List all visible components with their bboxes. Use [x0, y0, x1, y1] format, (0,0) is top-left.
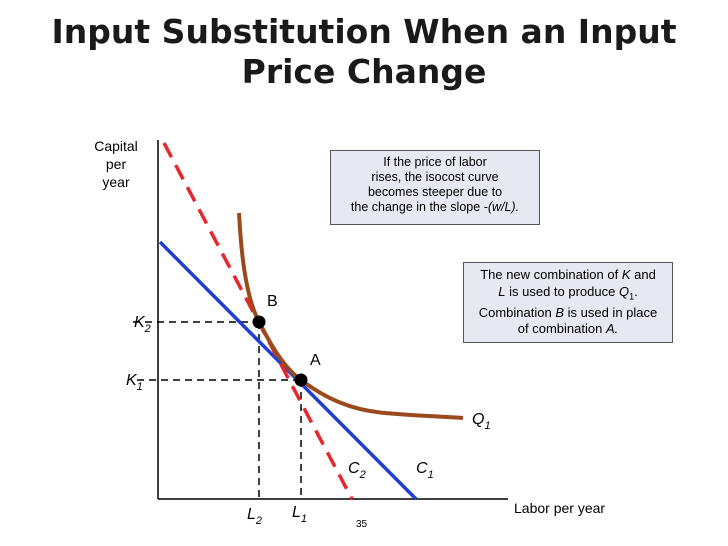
- c1-label: C1: [416, 460, 434, 481]
- k2-label: K2: [134, 314, 151, 335]
- right-box-line-3a: Combination: [478, 304, 556, 320]
- point-b-label: B: [267, 293, 278, 310]
- l2-label-main: L: [247, 506, 256, 523]
- c1-label-main: C: [416, 460, 428, 477]
- right-box-line-3: Combination B is used in place: [464, 305, 672, 322]
- right-box-line-2b: is used to produce: [505, 283, 619, 299]
- right-box-line-2-end: .: [634, 283, 638, 299]
- l1-label: L1: [292, 504, 307, 525]
- x-axis-label: Labor per year: [514, 500, 606, 516]
- top-box-line-4-text: the change in the slope: [350, 200, 484, 214]
- y-axis-label-line-3: year: [102, 174, 130, 190]
- right-box-a: A.: [605, 321, 619, 337]
- c2-label-sub: 2: [359, 469, 366, 481]
- right-box-line-4a: of combination: [517, 321, 606, 337]
- l1-label-main: L: [292, 504, 301, 521]
- k1-label-sub: 1: [137, 381, 143, 393]
- l2-label: L2: [247, 506, 262, 527]
- right-box-line-1b: and: [630, 267, 656, 282]
- k2-label-main: K: [134, 314, 146, 331]
- l1-label-sub: 1: [301, 513, 307, 525]
- top-box-slope-text: -(w/L).: [483, 200, 520, 214]
- l2-label-sub: 2: [255, 515, 262, 527]
- right-box-k: K: [621, 267, 631, 282]
- y-axis-label: Capital per year: [86, 137, 146, 191]
- right-box-line-3c: is used in place: [564, 304, 658, 320]
- y-axis-label-line-2: per: [105, 156, 127, 172]
- right-box-b: B: [555, 304, 565, 320]
- k2-label-sub: 2: [144, 323, 151, 335]
- right-box-line-2: L is used to produce Q1.: [464, 284, 672, 305]
- c2-label: C2: [348, 460, 366, 481]
- title-line-2: Price Change: [241, 52, 487, 91]
- q1-label-main: Q: [472, 411, 484, 428]
- right-box-line-1a: The new combination of: [480, 267, 622, 282]
- right-annotation-box: The new combination of K and L is used t…: [463, 262, 673, 343]
- k1-label-main: K: [126, 372, 138, 389]
- point-b-marker: [252, 315, 266, 329]
- title-line-1: Input Substitution When an Input: [51, 12, 677, 51]
- point-a-label: A: [310, 352, 321, 369]
- point-a-marker: [294, 373, 308, 387]
- right-box-line-4: of combination A.: [464, 321, 672, 338]
- top-box-line-1: If the price of labor: [383, 155, 487, 169]
- page-number: 35: [356, 519, 368, 530]
- top-box-line-3: becomes steeper due to: [367, 185, 503, 199]
- top-box-line-2: rises, the isocost curve: [371, 170, 499, 184]
- right-box-q: Q: [618, 283, 630, 299]
- q1-label: Q1: [472, 411, 491, 432]
- top-annotation-box: If the price of labor rises, the isocost…: [330, 150, 540, 225]
- right-box-l: L: [498, 283, 506, 299]
- top-box-line-4: the change in the slope -(w/L).: [331, 200, 539, 215]
- c2-label-main: C: [348, 460, 360, 477]
- q1-label-sub: 1: [484, 420, 490, 432]
- right-box-line-1: The new combination of K and: [464, 267, 672, 284]
- c1-label-sub: 1: [428, 469, 434, 481]
- isoquant-curve-q1: [237, 212, 464, 420]
- y-axis-label-line-1: Capital: [94, 138, 138, 154]
- slide-title: Input Substitution When an Input Price C…: [0, 12, 728, 92]
- right-box-q-sub: 1: [629, 291, 635, 302]
- k1-label: K1: [126, 372, 143, 393]
